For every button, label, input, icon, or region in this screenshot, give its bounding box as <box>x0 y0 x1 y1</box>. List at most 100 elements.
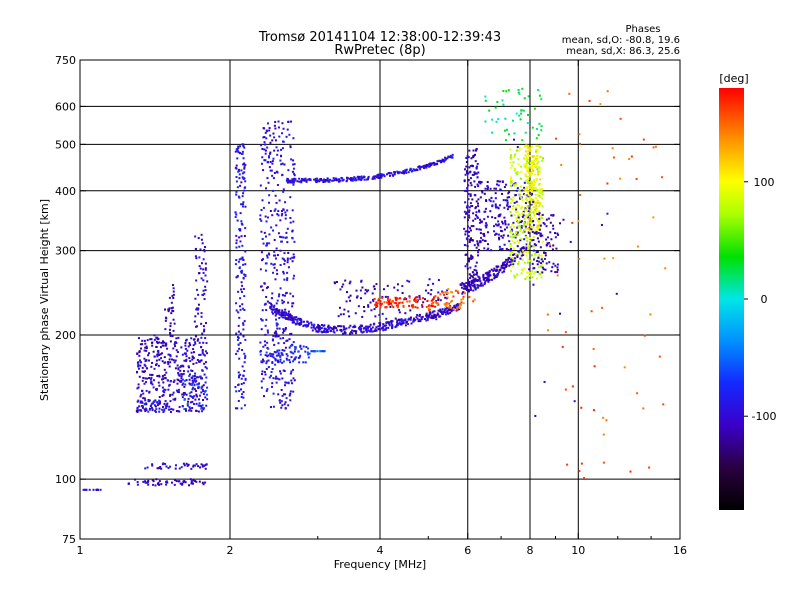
data-point <box>439 315 442 318</box>
data-point <box>263 231 266 234</box>
data-point <box>286 227 289 230</box>
data-point <box>240 281 243 284</box>
data-point <box>446 311 449 314</box>
data-point <box>243 186 246 189</box>
data-point <box>153 338 156 341</box>
data-point <box>527 243 530 246</box>
data-point <box>167 362 170 365</box>
data-point <box>200 345 203 348</box>
data-point <box>189 478 192 481</box>
data-point <box>390 320 393 323</box>
data-point <box>515 231 518 234</box>
data-point <box>437 291 440 294</box>
data-point <box>286 257 289 260</box>
data-point <box>471 280 474 283</box>
data-point <box>490 268 493 271</box>
data-point <box>267 252 270 255</box>
data-point <box>512 247 515 250</box>
data-point <box>188 373 191 376</box>
data-point <box>389 302 392 305</box>
data-point <box>402 170 405 173</box>
data-point <box>156 353 159 356</box>
data-point <box>467 172 470 175</box>
data-point <box>515 183 518 186</box>
data-point <box>418 315 421 318</box>
data-point <box>167 388 170 391</box>
data-point <box>335 179 338 182</box>
data-point <box>242 277 245 280</box>
data-point <box>235 246 238 249</box>
data-point <box>337 325 340 328</box>
data-point <box>242 176 245 179</box>
data-point <box>472 300 475 303</box>
data-point <box>366 326 369 329</box>
data-point <box>533 244 536 247</box>
data-point <box>191 358 194 361</box>
data-point <box>333 326 336 329</box>
data-point <box>240 290 243 293</box>
data-point <box>266 286 269 289</box>
data-point <box>602 416 605 419</box>
data-point <box>451 299 454 302</box>
data-point <box>479 280 482 283</box>
data-point <box>532 179 535 182</box>
data-point <box>461 282 464 285</box>
data-point <box>242 201 245 204</box>
data-point <box>202 393 205 396</box>
data-point <box>202 390 205 393</box>
data-point <box>269 210 272 213</box>
data-point <box>488 270 491 273</box>
data-point <box>276 272 279 275</box>
data-point <box>300 178 303 181</box>
data-point <box>136 483 139 486</box>
data-point <box>505 263 508 266</box>
data-point <box>156 401 159 404</box>
data-point <box>201 404 204 407</box>
data-point <box>396 289 399 292</box>
data-point <box>278 399 281 402</box>
data-point <box>399 318 402 321</box>
data-point <box>425 166 428 169</box>
data-point <box>450 156 453 159</box>
data-point <box>462 295 465 298</box>
data-point <box>266 177 269 180</box>
data-point <box>273 238 276 241</box>
data-point <box>269 354 272 357</box>
data-point <box>433 310 436 313</box>
data-point <box>361 176 364 179</box>
data-point <box>240 257 243 260</box>
data-point <box>152 350 155 353</box>
data-point <box>497 220 500 223</box>
data-point <box>168 405 171 408</box>
data-point <box>191 406 194 409</box>
data-point <box>354 325 357 328</box>
data-point <box>289 314 292 317</box>
y-axis-label: Stationary phase Virtual Height [km] <box>38 199 51 401</box>
data-point <box>423 317 426 320</box>
data-point <box>154 364 157 367</box>
data-point <box>463 180 466 183</box>
data-point <box>142 480 145 483</box>
data-point <box>528 155 531 158</box>
data-point <box>348 326 351 329</box>
data-point <box>298 318 301 321</box>
data-point <box>516 226 519 229</box>
data-point <box>204 361 207 364</box>
data-point <box>642 138 645 141</box>
data-point <box>430 299 433 302</box>
data-point <box>497 118 500 121</box>
data-point <box>510 228 513 231</box>
data-point <box>140 404 143 407</box>
data-point <box>178 406 181 409</box>
data-point <box>520 165 523 168</box>
data-point <box>315 330 318 333</box>
data-point <box>274 314 277 317</box>
data-point <box>525 188 528 191</box>
data-point <box>172 408 175 411</box>
data-point <box>265 220 268 223</box>
data-point <box>512 265 515 268</box>
data-point <box>535 197 538 200</box>
data-point <box>283 252 286 255</box>
data-point <box>285 381 288 384</box>
data-point <box>195 361 198 364</box>
